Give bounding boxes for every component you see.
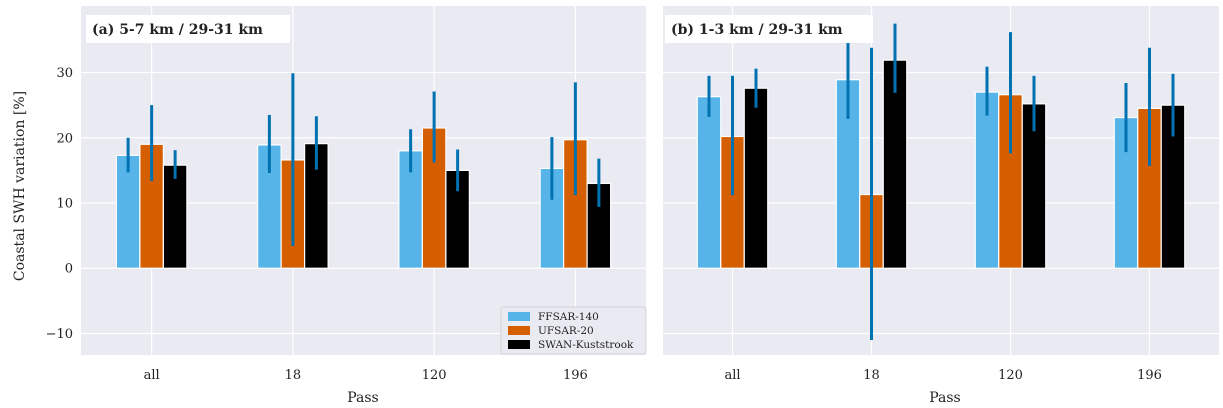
panel-title-text: (a) 5-7 km / 29-31 km (92, 22, 263, 38)
y-axis-label: Coastal SWH variation [%] (12, 91, 28, 281)
panel-title-b: (b) 1-3 km / 29-31 km (665, 15, 873, 43)
x-tick-label: 18 (285, 368, 302, 383)
x-tick-label: 196 (563, 368, 588, 383)
ticks-a: −10 0 10 20 30 all 18 120 196 (46, 66, 588, 383)
panel-title-a: (a) 5-7 km / 29-31 km (86, 15, 290, 43)
y-tick-label: 30 (56, 66, 73, 81)
y-tick-label: 20 (56, 131, 73, 146)
y-tick-label: −10 (46, 327, 73, 342)
bar-swan-kuststrook-all (162, 164, 188, 269)
legend-box (500, 306, 647, 355)
ticks-b: all 18 120 196 (724, 368, 1161, 383)
x-tick-label: 18 (863, 368, 880, 383)
x-tick-label: 120 (422, 368, 447, 383)
y-tick-label: 10 (56, 197, 73, 212)
legend-swatch-ffsar (508, 312, 530, 321)
x-tick-label: all (144, 368, 160, 383)
panel-a: −10 0 10 20 30 all 18 120 196 (a) 5-7 km / 29-31… (12, 6, 647, 406)
legend-label-ffsar: FFSAR-140 (538, 311, 599, 323)
panel-title-box (86, 15, 290, 43)
panel-title-box (665, 15, 873, 43)
bar-swan-kuststrook-all (743, 87, 769, 269)
bar-ffsar-140-all (696, 96, 722, 269)
panel-b: all 18 120 196 (b) 1-3 km / 29-31 km Pass (663, 6, 1219, 406)
legend-label-swan: SWAN-Kuststrook (538, 339, 634, 351)
x-axis-label-b: Pass (929, 390, 961, 406)
legend-label-ufsar: UFSAR-20 (538, 325, 594, 337)
bars-b (696, 23, 1186, 340)
x-tick-label: 120 (998, 368, 1023, 383)
bars-a (115, 73, 612, 269)
y-tick-label: 0 (65, 262, 73, 277)
x-axis-label-a: Pass (347, 390, 379, 406)
legend-swatch-swan (508, 340, 530, 349)
bar-ffsar-140-120 (974, 91, 1000, 269)
panel-title-text: (b) 1-3 km / 29-31 km (671, 22, 843, 38)
x-tick-label: 196 (1137, 368, 1162, 383)
x-tick-label: all (724, 368, 740, 383)
legend: FFSAR-140 UFSAR-20 SWAN-Kuststrook (500, 306, 647, 355)
legend-swatch-ufsar (508, 326, 530, 335)
